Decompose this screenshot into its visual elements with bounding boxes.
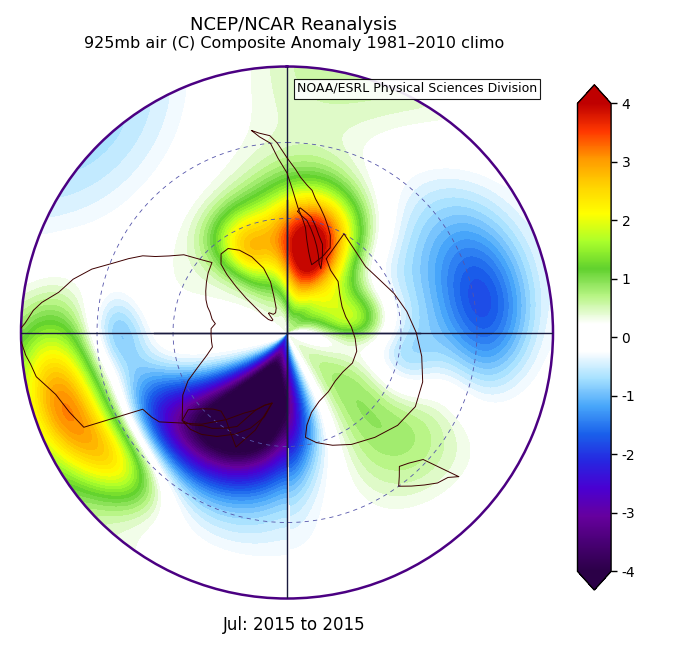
PathPatch shape: [578, 571, 611, 590]
Text: 925mb air (C) Composite Anomaly 1981–2010 climo: 925mb air (C) Composite Anomaly 1981–201…: [84, 36, 504, 51]
Text: NOAA/ESRL Physical Sciences Division: NOAA/ESRL Physical Sciences Division: [297, 83, 537, 95]
PathPatch shape: [578, 85, 611, 104]
Text: NCEP/NCAR Reanalysis: NCEP/NCAR Reanalysis: [190, 16, 398, 35]
Text: Jul: 2015 to 2015: Jul: 2015 to 2015: [223, 615, 365, 634]
